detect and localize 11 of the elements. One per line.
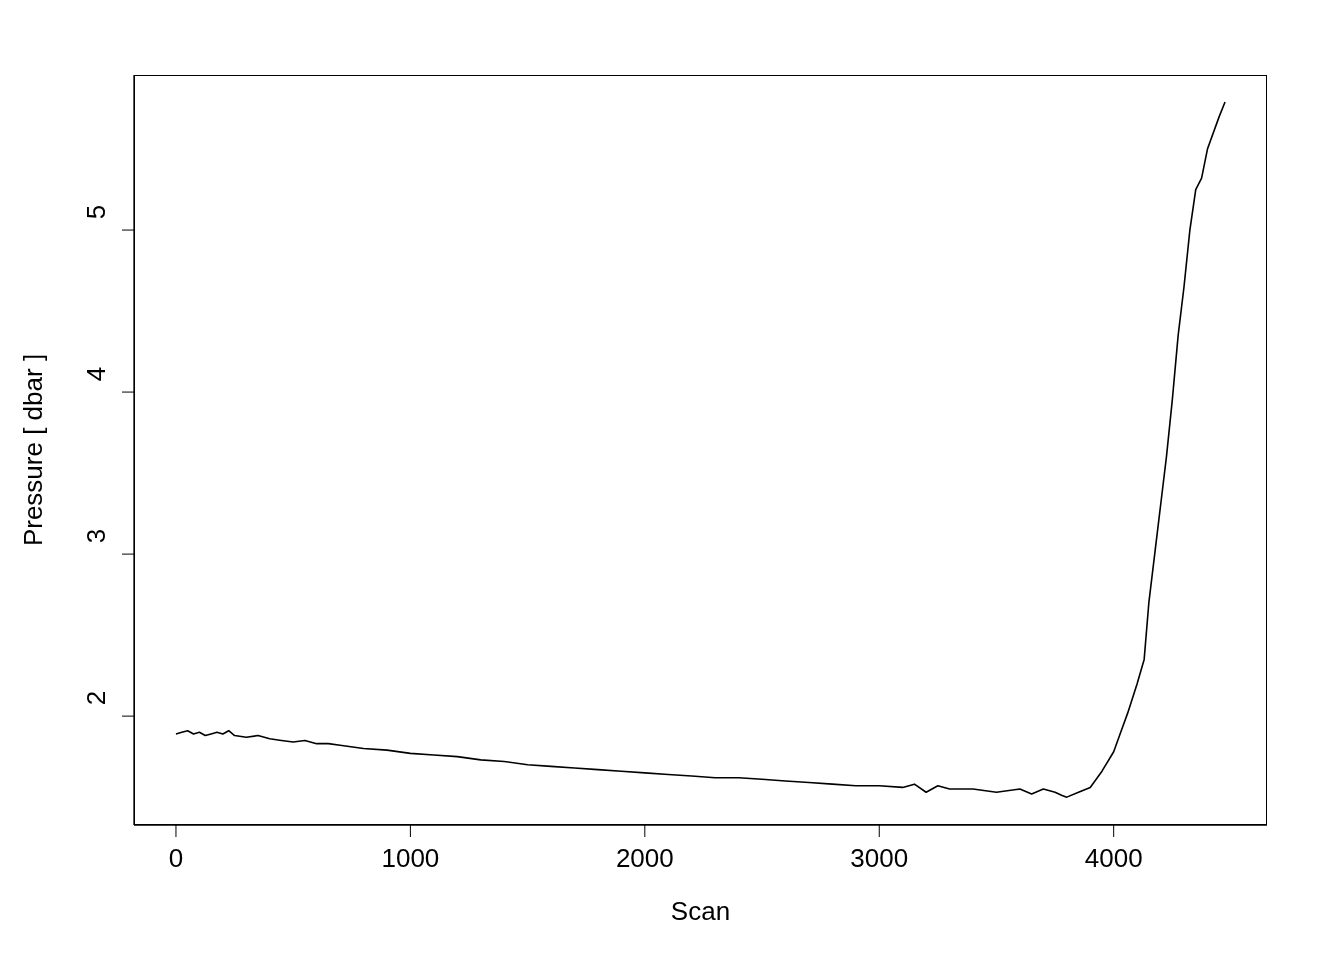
x-tick-label: 2000 bbox=[615, 843, 674, 874]
x-tick-label: 4000 bbox=[1084, 843, 1143, 874]
y-axis-title: Pressure [ dbar ] bbox=[18, 353, 48, 547]
x-tick-label: 0 bbox=[168, 843, 184, 874]
x-tick-label: 3000 bbox=[850, 843, 909, 874]
y-tick-label: 5 bbox=[81, 204, 111, 220]
y-tick-label: 4 bbox=[81, 366, 111, 382]
x-axis-title: Scan bbox=[670, 896, 731, 926]
y-tick-label: 2 bbox=[81, 690, 111, 706]
x-tick-label: 1000 bbox=[381, 843, 440, 874]
y-tick-label: 3 bbox=[81, 528, 111, 544]
